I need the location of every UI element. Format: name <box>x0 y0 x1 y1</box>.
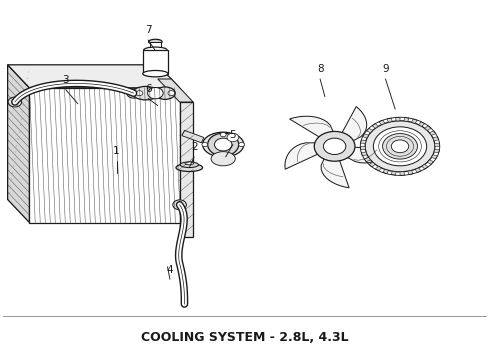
Polygon shape <box>387 118 392 122</box>
Circle shape <box>220 132 226 137</box>
Polygon shape <box>412 119 417 123</box>
Polygon shape <box>404 117 409 121</box>
Text: 9: 9 <box>382 64 389 75</box>
Polygon shape <box>180 102 193 237</box>
Circle shape <box>392 140 409 153</box>
Polygon shape <box>8 65 29 222</box>
Ellipse shape <box>155 87 175 99</box>
Circle shape <box>365 121 435 172</box>
Polygon shape <box>434 149 440 153</box>
Polygon shape <box>400 172 404 175</box>
Polygon shape <box>29 88 180 222</box>
Circle shape <box>323 138 346 154</box>
Polygon shape <box>422 165 428 169</box>
Circle shape <box>208 133 239 156</box>
Circle shape <box>136 91 143 96</box>
Text: 2: 2 <box>191 142 197 152</box>
Polygon shape <box>364 157 370 162</box>
Polygon shape <box>433 137 439 141</box>
Circle shape <box>173 200 186 210</box>
Polygon shape <box>435 143 440 146</box>
Polygon shape <box>369 162 375 167</box>
Polygon shape <box>432 155 438 159</box>
Circle shape <box>314 131 355 161</box>
Polygon shape <box>321 146 349 188</box>
Polygon shape <box>182 130 204 143</box>
Polygon shape <box>375 166 381 171</box>
Ellipse shape <box>211 152 235 166</box>
Polygon shape <box>425 126 431 130</box>
Ellipse shape <box>148 39 162 44</box>
Polygon shape <box>143 50 168 74</box>
Ellipse shape <box>176 164 202 171</box>
Ellipse shape <box>144 47 167 53</box>
Circle shape <box>373 127 427 166</box>
Text: 1: 1 <box>113 146 120 156</box>
Circle shape <box>8 97 22 107</box>
Circle shape <box>147 87 163 99</box>
Polygon shape <box>290 116 335 146</box>
Text: 7: 7 <box>145 26 151 35</box>
Ellipse shape <box>180 162 198 168</box>
Ellipse shape <box>202 132 244 157</box>
Polygon shape <box>367 128 373 133</box>
Polygon shape <box>408 170 413 175</box>
Polygon shape <box>383 169 389 174</box>
Circle shape <box>227 133 239 142</box>
Polygon shape <box>395 117 400 121</box>
Text: COOLING SYSTEM - 2.8L, 4.3L: COOLING SYSTEM - 2.8L, 4.3L <box>141 331 349 344</box>
Ellipse shape <box>185 162 194 165</box>
Polygon shape <box>415 168 421 172</box>
Polygon shape <box>335 146 393 163</box>
Polygon shape <box>8 65 180 88</box>
Polygon shape <box>427 160 434 165</box>
Polygon shape <box>285 143 335 169</box>
Text: 8: 8 <box>317 64 323 75</box>
Polygon shape <box>372 123 378 128</box>
Polygon shape <box>158 79 193 102</box>
Polygon shape <box>361 152 367 156</box>
Ellipse shape <box>132 86 159 100</box>
Polygon shape <box>430 131 436 135</box>
Text: 3: 3 <box>62 75 69 85</box>
Polygon shape <box>379 120 385 125</box>
Text: 6: 6 <box>145 84 151 94</box>
Polygon shape <box>149 42 161 49</box>
Text: 5: 5 <box>230 130 236 140</box>
Circle shape <box>215 138 232 151</box>
Circle shape <box>239 143 245 147</box>
Circle shape <box>127 88 140 98</box>
Polygon shape <box>360 146 366 150</box>
Circle shape <box>383 134 417 159</box>
Polygon shape <box>335 107 367 146</box>
Circle shape <box>220 152 226 157</box>
Polygon shape <box>391 171 396 175</box>
Circle shape <box>168 91 175 96</box>
Polygon shape <box>363 134 368 138</box>
Polygon shape <box>361 140 366 144</box>
Polygon shape <box>418 122 425 126</box>
Circle shape <box>202 143 208 147</box>
Ellipse shape <box>143 71 168 77</box>
Text: 4: 4 <box>167 265 173 275</box>
